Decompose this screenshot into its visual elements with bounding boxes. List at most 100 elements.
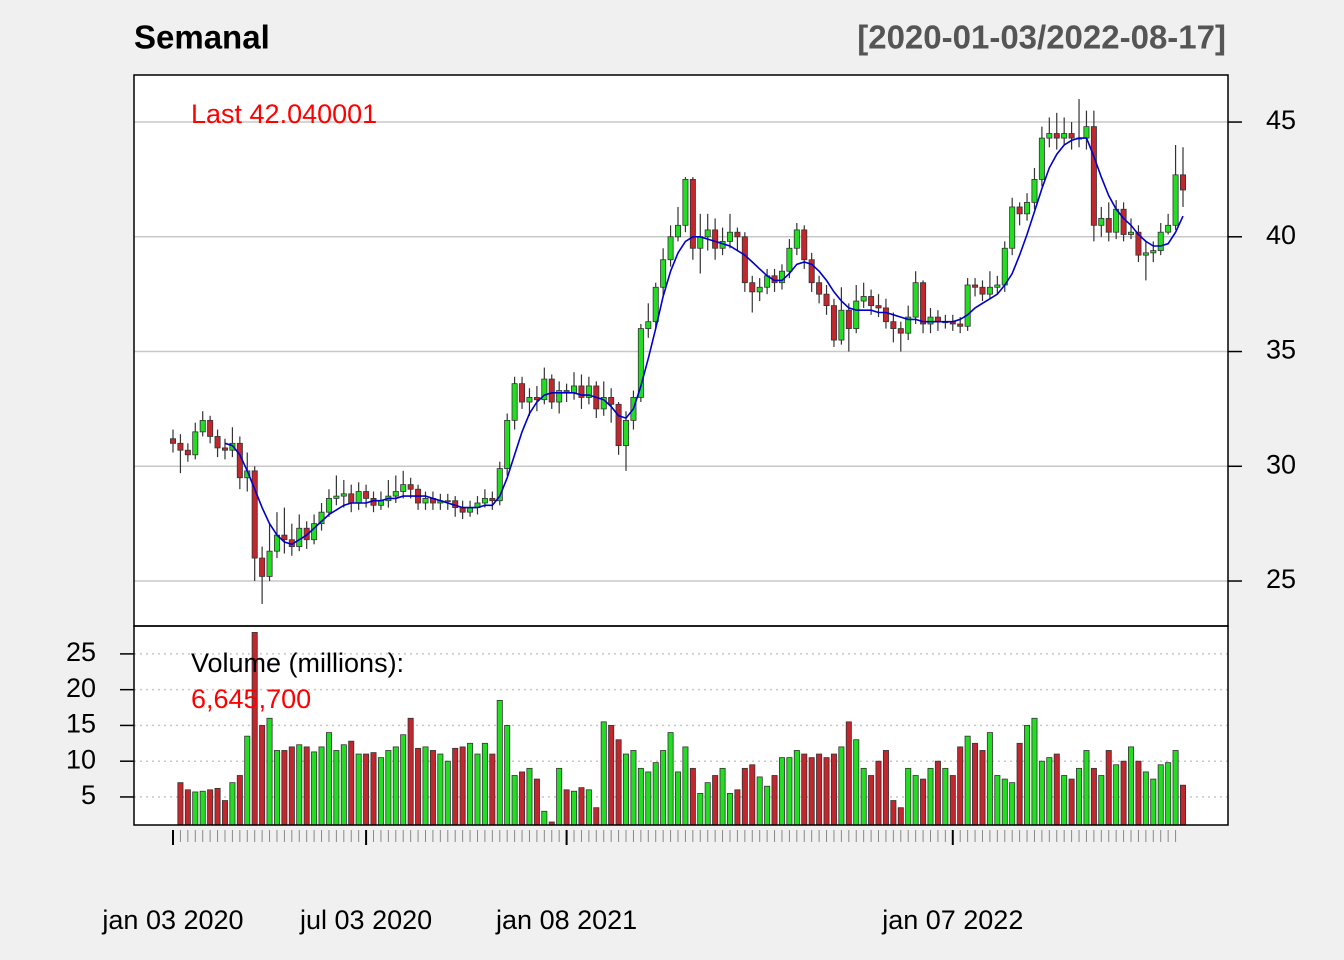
volume-bar <box>1061 775 1068 826</box>
volume-bar <box>927 767 934 826</box>
candle-body <box>712 229 719 249</box>
volume-bar <box>645 771 652 826</box>
x-tick-label: jan 08 2021 <box>495 905 637 935</box>
volume-bar <box>236 775 243 826</box>
candle-body <box>1120 208 1127 235</box>
candle-body <box>986 286 993 295</box>
volume-bar <box>875 760 882 826</box>
volume-bar <box>749 764 756 826</box>
volume-bar <box>259 725 266 826</box>
volume-bar <box>1031 717 1038 826</box>
candle-body <box>927 316 934 325</box>
volume-bar <box>972 742 979 826</box>
candle-body <box>816 282 823 295</box>
candle-body <box>838 309 845 341</box>
volume-bar <box>1046 757 1053 826</box>
candle-body <box>214 436 221 449</box>
x-tick-label: jan 07 2022 <box>881 905 1023 935</box>
volume-bar <box>882 750 889 826</box>
volume-bar <box>192 791 199 826</box>
candle-body <box>667 236 674 261</box>
volume-bar <box>934 760 941 826</box>
volume-bar <box>726 792 733 826</box>
volume-bar <box>229 782 236 826</box>
volume-bar <box>712 775 719 826</box>
chart-title: Semanal <box>134 19 270 56</box>
candle-body <box>875 305 882 309</box>
date-range: [2020-01-03/2022-08-17] <box>857 19 1226 56</box>
volume-bar <box>1038 760 1045 826</box>
volume-bar <box>415 747 422 826</box>
volume-bar <box>526 767 533 826</box>
candle-body <box>548 378 555 403</box>
candle-body <box>623 419 630 447</box>
candle-body <box>979 286 986 295</box>
candle-body <box>689 179 696 249</box>
volume-bar <box>244 735 251 826</box>
candle-body <box>571 385 578 394</box>
candle-body <box>608 397 615 405</box>
candle-body <box>1157 231 1164 251</box>
candle-body <box>177 442 184 451</box>
y-tick-label: 25 <box>1266 564 1296 594</box>
candle-body <box>1128 231 1135 235</box>
volume-bar <box>474 753 481 826</box>
volume-bar <box>593 807 600 826</box>
candle-body <box>400 484 407 492</box>
volume-bar <box>949 775 956 826</box>
candle-body <box>1150 250 1157 254</box>
volume-bar <box>719 767 726 826</box>
volume-bar <box>281 750 288 826</box>
candle-body <box>801 229 808 261</box>
candle-body <box>972 284 979 288</box>
volume-bar <box>957 746 964 826</box>
volume-bar <box>1120 760 1127 826</box>
volume-bar <box>489 753 496 826</box>
y-tick-label: 45 <box>1266 105 1296 135</box>
volume-bar <box>860 767 867 826</box>
volume-bar <box>1180 784 1186 826</box>
candle-body <box>652 286 659 323</box>
candle-body <box>1135 231 1142 256</box>
volume-bar <box>563 789 570 826</box>
volume-bar <box>303 746 310 826</box>
volume-bar <box>1083 750 1090 826</box>
volume-y-tick-label: 10 <box>66 744 96 774</box>
volume-bar <box>348 740 355 826</box>
volume-bar <box>318 746 325 826</box>
volume-bar <box>942 767 949 826</box>
candle-body <box>860 296 867 302</box>
volume-bar <box>830 753 837 826</box>
x-tick-label: jan 03 2020 <box>101 905 243 935</box>
volume-y-tick-label: 5 <box>81 780 96 810</box>
moving-average <box>224 137 1184 546</box>
x-tick-label: jul 03 2020 <box>299 905 432 935</box>
candle-body <box>853 300 860 329</box>
volume-bar <box>1105 750 1112 826</box>
volume-bar <box>407 717 414 826</box>
volume-bar <box>890 800 897 826</box>
volume-bar <box>964 735 971 826</box>
plot-background <box>134 75 1228 825</box>
volume-last-label: 6,645,700 <box>191 684 311 714</box>
volume-bar <box>177 782 184 826</box>
candle-body <box>912 282 919 318</box>
volume-bar <box>623 753 630 826</box>
volume-bar <box>1001 778 1008 826</box>
candle-body <box>704 229 711 238</box>
volume-bar <box>1135 760 1142 826</box>
volume-bar <box>340 744 347 826</box>
volume-bar <box>184 789 191 826</box>
candle-body <box>1165 224 1172 233</box>
candle-body <box>786 247 793 272</box>
candle-body <box>726 231 733 242</box>
volume-bar <box>697 792 704 826</box>
volume-bar <box>556 767 563 826</box>
volume-bar <box>311 751 318 826</box>
volume-bar <box>1142 771 1149 826</box>
candle-body <box>489 498 496 502</box>
candle-body <box>741 236 748 284</box>
volume-bar <box>199 790 206 826</box>
candle-body <box>1061 133 1068 139</box>
